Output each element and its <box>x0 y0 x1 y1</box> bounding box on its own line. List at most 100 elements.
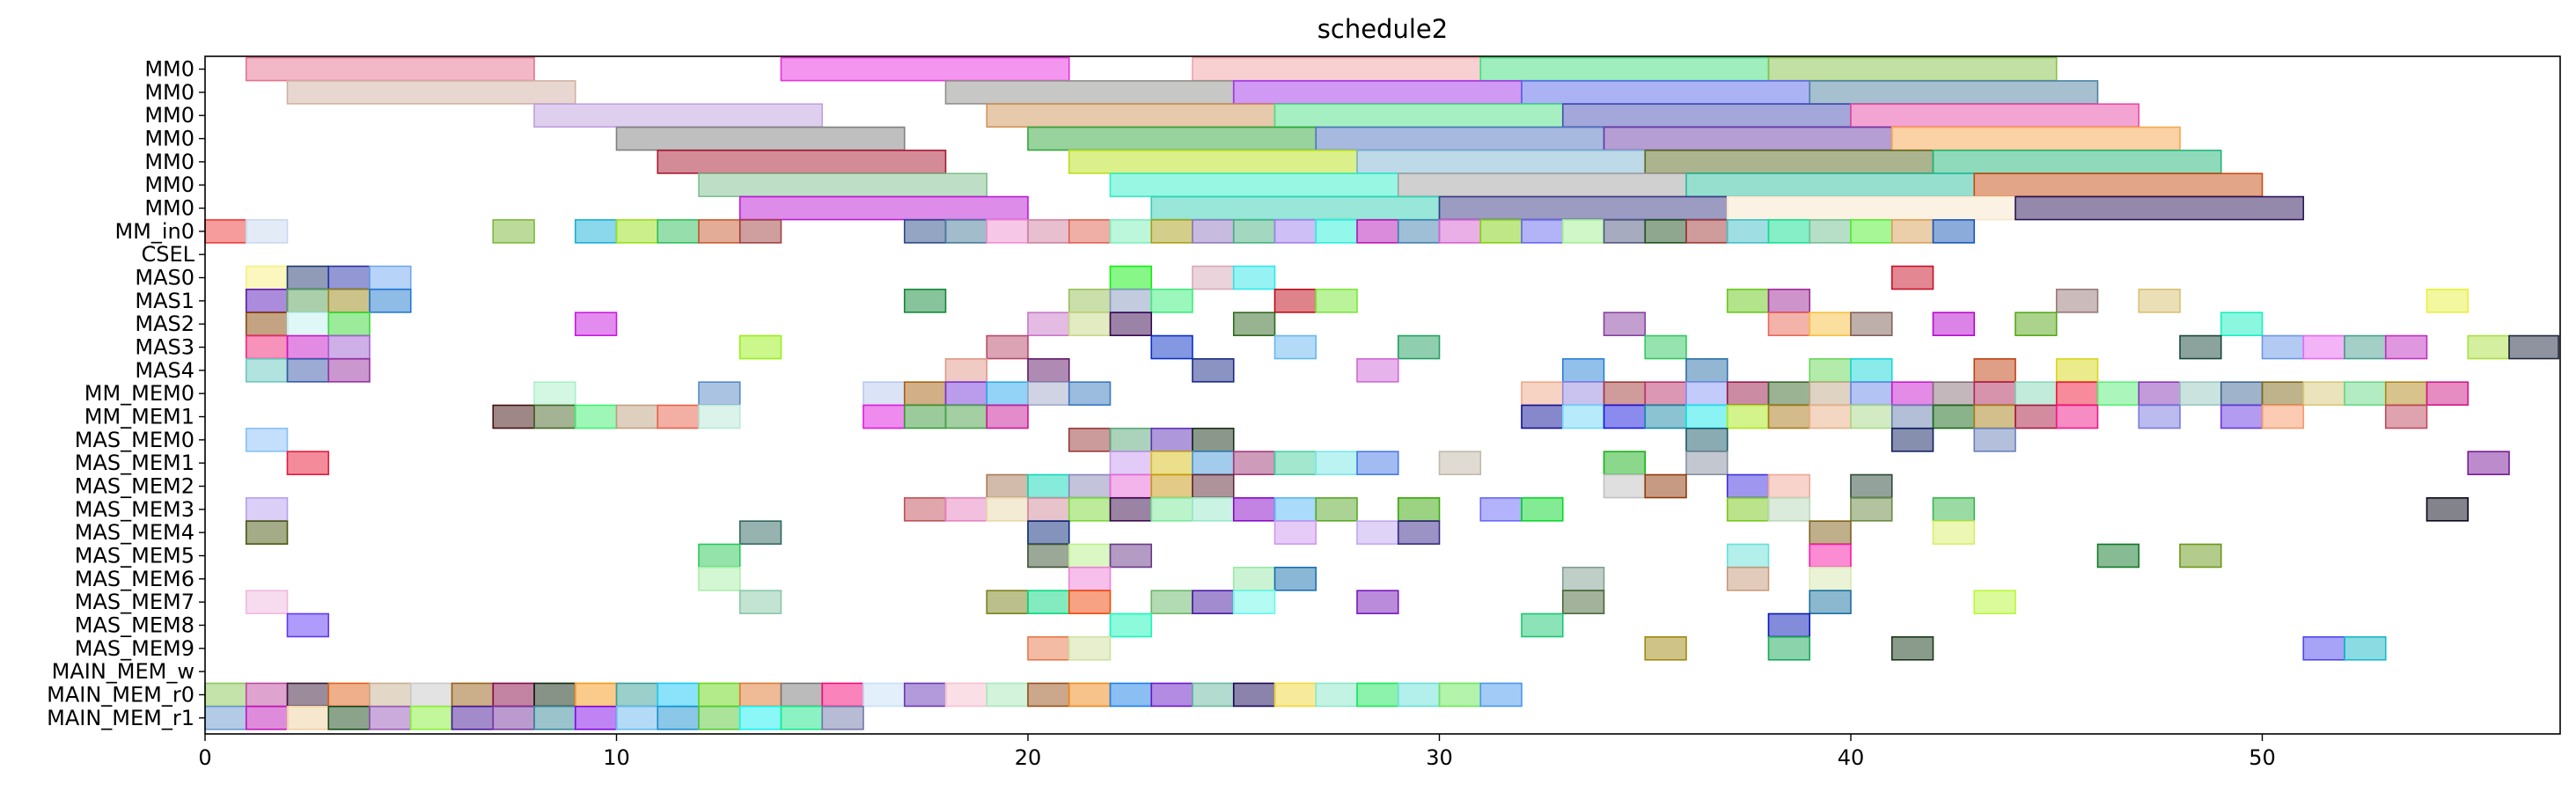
task-bar <box>1397 219 1441 244</box>
task-bar <box>2179 543 2222 568</box>
task-bar <box>1603 473 1647 499</box>
task-bar <box>1150 334 1193 360</box>
task-bar <box>1068 473 1112 499</box>
task-bar <box>1027 381 1070 406</box>
task-bar <box>903 497 947 522</box>
task-bar <box>1027 497 1070 522</box>
task-bar <box>327 312 371 336</box>
task-bar <box>1027 358 1070 383</box>
task-bar <box>327 265 371 290</box>
task-bar <box>862 682 906 708</box>
task-bar <box>2261 334 2305 360</box>
task-bar <box>409 705 453 730</box>
task-bar <box>1315 126 1605 151</box>
task-bar <box>986 404 1029 429</box>
task-bar <box>1767 404 1811 429</box>
task-bar <box>245 334 289 360</box>
task-bar <box>1726 195 2016 221</box>
task-bar <box>245 497 289 522</box>
task-bar <box>492 404 535 429</box>
task-bar <box>2344 334 2387 360</box>
task-bar <box>2302 334 2345 360</box>
task-bar <box>738 705 782 730</box>
task-bar <box>1273 219 1317 244</box>
task-bar <box>1603 126 1893 151</box>
task-bar <box>286 358 330 383</box>
task-bar <box>1109 428 1153 452</box>
task-bar <box>1356 150 1647 174</box>
task-bar <box>451 682 495 708</box>
task-bar <box>1068 543 1112 568</box>
task-bar <box>1973 590 2016 614</box>
task-bar <box>1438 682 1482 708</box>
task-bar <box>1644 636 1687 661</box>
task-bar <box>327 289 371 313</box>
task-bar <box>574 705 618 730</box>
task-bar <box>1232 80 1523 105</box>
task-bar <box>986 219 1029 244</box>
task-bar <box>2302 381 2345 406</box>
task-bar <box>2344 636 2387 661</box>
task-bar <box>2384 404 2428 429</box>
x-tick-label: 50 <box>2249 745 2276 770</box>
task-bar <box>986 497 1029 522</box>
task-bar <box>409 682 453 708</box>
task-bar <box>1479 497 1523 522</box>
task-bar <box>1150 682 1193 708</box>
task-bar <box>1561 103 1852 128</box>
task-bar <box>1685 428 1728 452</box>
task-bar <box>1850 381 1893 406</box>
task-bar <box>286 334 330 360</box>
task-bar <box>1027 682 1070 708</box>
task-bar <box>2055 358 2099 383</box>
task-bar <box>2384 334 2428 360</box>
y-tick-label: MM0 <box>144 80 194 105</box>
task-bar <box>944 358 988 383</box>
y-tick-label: MAS_MEM8 <box>75 612 194 637</box>
task-bar <box>327 358 371 383</box>
task-bar <box>1932 150 2222 174</box>
task-bar <box>1603 451 1647 475</box>
task-bar <box>533 705 576 730</box>
y-tick-label: MAS3 <box>135 335 194 360</box>
task-bar <box>1192 428 1235 452</box>
task-bar <box>1109 289 1153 313</box>
task-bar <box>2220 404 2264 429</box>
task-bar <box>492 682 535 708</box>
x-axis-ticks: 0 10 20 30 40 50 <box>198 734 2276 770</box>
task-bar <box>2302 636 2345 661</box>
task-bar <box>1315 497 1358 522</box>
task-bar <box>698 567 741 591</box>
task-bar <box>1192 682 1235 708</box>
task-bar <box>1726 219 1770 244</box>
task-bar <box>1850 103 2140 128</box>
task-bar <box>821 705 864 730</box>
task-bar <box>615 219 659 244</box>
task-bar <box>1068 428 1112 452</box>
task-bar <box>1767 497 1811 522</box>
task-bar <box>1644 473 1687 499</box>
task-bar <box>1726 497 1770 522</box>
task-bar <box>738 219 782 244</box>
task-bar <box>245 289 289 313</box>
task-bar <box>1232 497 1276 522</box>
task-bar <box>903 381 947 406</box>
task-bar <box>245 312 289 336</box>
task-bar <box>1027 126 1317 151</box>
y-tick-label: MAS2 <box>135 312 194 336</box>
task-bar <box>1809 358 1852 383</box>
task-bar <box>1561 219 1605 244</box>
task-bar <box>1232 219 1276 244</box>
task-bar <box>492 705 535 730</box>
task-bar <box>2426 497 2470 522</box>
task-bar <box>1109 265 1153 290</box>
plot-frame <box>204 55 2561 735</box>
task-bar <box>1644 381 1687 406</box>
task-bar <box>1192 497 1235 522</box>
task-bar <box>986 381 1029 406</box>
task-bar <box>944 497 988 522</box>
y-tick-label: MAS_MEM5 <box>75 543 194 568</box>
task-bar <box>245 56 535 82</box>
task-bar <box>698 682 741 708</box>
task-bar <box>903 219 947 244</box>
